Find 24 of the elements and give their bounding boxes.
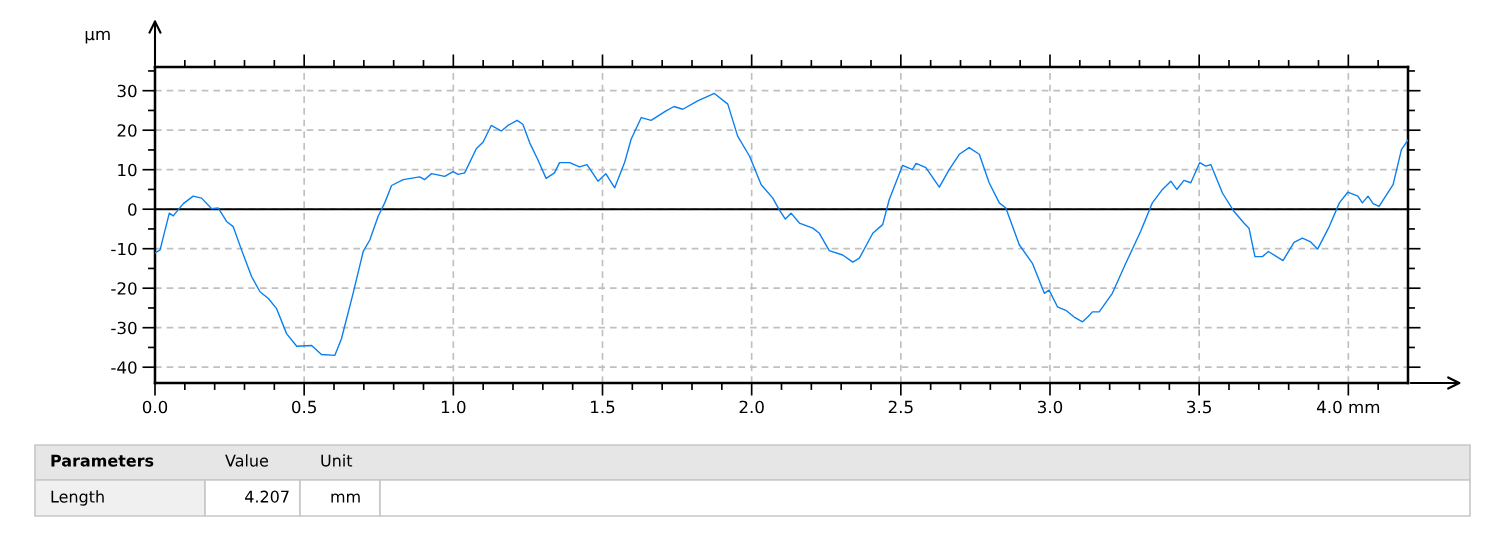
text: Unit xyxy=(321,454,353,467)
x-tick-label: 0.5 xyxy=(292,400,316,414)
x-tick-label: 4.0 mm xyxy=(1317,400,1380,414)
text: Parameters xyxy=(51,454,154,467)
y-tick-label: 0 xyxy=(128,203,137,216)
x-tick-label: 2.5 xyxy=(888,400,913,414)
y-axis-title: µm xyxy=(85,30,110,44)
text: Length xyxy=(51,490,104,506)
y-tick-label: -40 xyxy=(111,361,137,374)
x-tick-label: 1.0 xyxy=(441,400,466,414)
y-tick-label: 30 xyxy=(117,84,137,98)
y-tick-label: 10 xyxy=(118,163,137,177)
text: Value xyxy=(225,454,269,467)
text: mm xyxy=(331,493,360,503)
y-tick-label: -10 xyxy=(111,242,137,256)
x-tick-label: 1.5 xyxy=(591,400,615,414)
y-tick-label: -30 xyxy=(111,321,137,335)
y-tick-label: 20 xyxy=(117,124,137,137)
x-tick-label: 2.0 xyxy=(739,400,764,414)
text: 4.207 xyxy=(245,490,289,503)
x-tick-label: 3.5 xyxy=(1187,400,1211,414)
y-tick-label: -20 xyxy=(111,282,137,295)
x-tick-label: 0.0 xyxy=(142,400,168,414)
x-tick-label: 3.0 xyxy=(1038,400,1063,414)
